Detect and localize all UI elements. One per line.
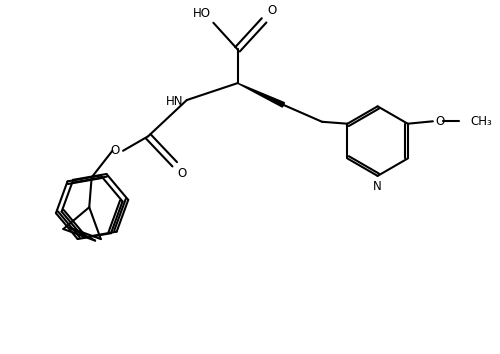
Text: HN: HN bbox=[166, 95, 183, 108]
Text: O: O bbox=[178, 167, 187, 180]
Text: O: O bbox=[267, 5, 276, 17]
Polygon shape bbox=[238, 83, 284, 107]
Text: O: O bbox=[436, 115, 445, 128]
Text: CH₃: CH₃ bbox=[470, 115, 492, 128]
Text: O: O bbox=[110, 144, 120, 157]
Text: HO: HO bbox=[192, 7, 210, 20]
Text: N: N bbox=[373, 180, 382, 193]
